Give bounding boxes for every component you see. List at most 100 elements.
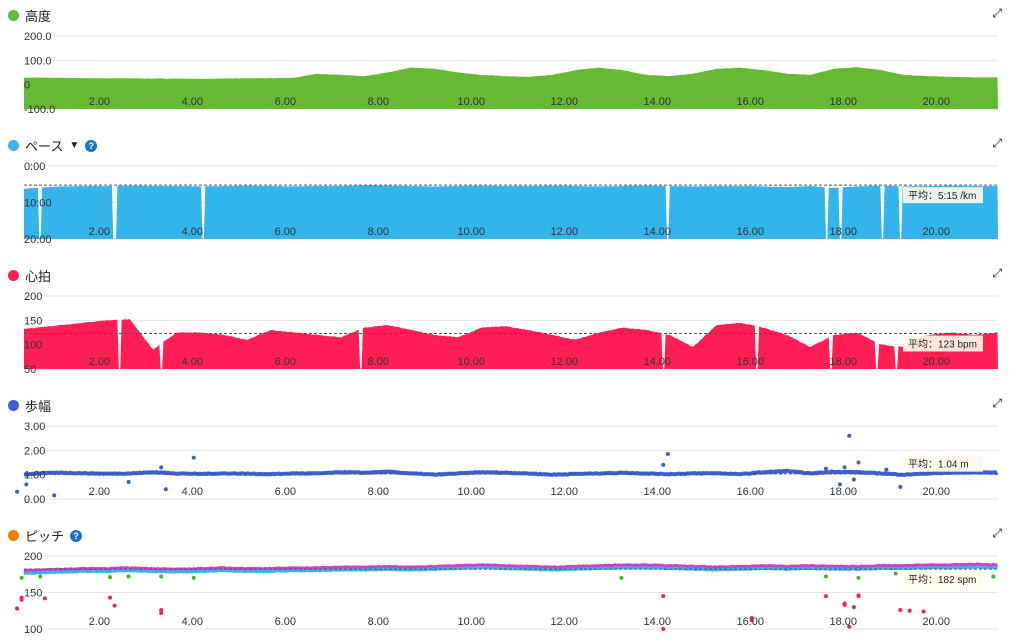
x-tick-label: 18.00 (829, 616, 857, 628)
y-tick-label: 2.00 (24, 445, 45, 457)
average-label: 平均：1.04 m (908, 459, 969, 471)
data-point (884, 467, 889, 472)
data-point-green (191, 575, 196, 580)
x-tick-label: 14.00 (643, 616, 671, 628)
data-point (851, 477, 856, 482)
y-tick-label: 200 (24, 551, 42, 563)
data-point-red (661, 594, 666, 599)
data-point-red (851, 605, 856, 610)
x-tick-label: 2.00 (89, 616, 110, 628)
data-point-green (159, 574, 164, 579)
x-tick-label: 12.00 (551, 96, 579, 108)
data-point (823, 466, 828, 471)
x-tick-label: 6.00 (275, 356, 296, 368)
x-tick-label: 16.00 (736, 226, 764, 238)
y-tick-label: 100 (24, 340, 42, 352)
data-point-green (856, 575, 861, 580)
legend-dot-icon (8, 140, 19, 151)
chart-panel-cadence: ピッチ? ⤢ 200 150 100 2.00 4.00 6.00 8.00 10.00 12.00… (0, 520, 1024, 644)
x-tick-label: 18.00 (829, 226, 857, 238)
x-tick-label: 20.00 (922, 226, 950, 238)
x-tick-label: 8.00 (368, 96, 389, 108)
data-point (856, 460, 861, 465)
expand-icon[interactable]: ⤢ (992, 6, 1002, 20)
x-tick-label: 4.00 (182, 226, 203, 238)
x-tick-label: 6.00 (275, 616, 296, 628)
data-point (24, 482, 29, 487)
expand-icon[interactable]: ⤢ (992, 136, 1002, 150)
x-tick-label: 14.00 (643, 226, 671, 238)
chart-panel-stride: 歩幅 ⤢ 3.00 2.00 1.00 0.00 2.00 4.00 6.00 8.00 10.00… (0, 390, 1024, 514)
chart-panel-hr: 心拍 ⤢ 200 150 100 50 2.00 4.00 6.00 8.00 10.00 12.00… (0, 260, 1024, 384)
chart-title: 心拍 (8, 266, 51, 285)
data-point-red (15, 606, 20, 611)
data-point-green (991, 574, 996, 579)
data-point-red (921, 609, 926, 614)
data-point-red (159, 608, 164, 613)
x-tick-label: 18.00 (829, 356, 857, 368)
data-point (15, 489, 20, 494)
x-tick-label: 2.00 (89, 486, 110, 498)
y-tick-label: 0.00 (24, 494, 45, 506)
y-tick-label: 0:00 (24, 161, 45, 173)
data-point-red (847, 624, 852, 629)
expand-icon[interactable]: ⤢ (992, 396, 1002, 410)
data-point (842, 465, 847, 470)
chart-title: 歩幅 (8, 396, 51, 415)
x-tick-label: 6.00 (275, 226, 296, 238)
average-label-box (903, 335, 983, 352)
data-point-red (661, 627, 666, 631)
x-tick-label: 12.00 (551, 226, 579, 238)
y-tick-label: 150 (24, 588, 42, 600)
data-point-green (19, 575, 24, 580)
y-tick-label: 1.00 (24, 470, 45, 482)
x-tick-label: 2.00 (89, 356, 110, 368)
y-tick-label: 200 (24, 291, 42, 303)
expand-icon[interactable]: ⤢ (992, 526, 1002, 540)
x-tick-label: 12.00 (551, 486, 579, 498)
chart-plot-hr: 200 150 100 50 2.00 4.00 6.00 8.00 10.00 12.00 14.… (24, 291, 998, 376)
y-tick-label: 100.0 (24, 55, 52, 67)
dropdown-caret-icon[interactable]: ▼ (69, 140, 80, 151)
chart-plot-elev: 200.0 100.0 0 -100.0 2.00 4.00 6.00 8.00 10.00 12… (24, 31, 998, 116)
chart-title: 高度 (8, 6, 51, 25)
y-tick-label: 150 (24, 315, 42, 327)
series-area-pace (24, 185, 998, 239)
help-icon[interactable]: ? (70, 529, 83, 542)
data-point (159, 465, 164, 470)
x-tick-label: 4.00 (182, 616, 203, 628)
chart-title-label: ペース (25, 139, 64, 154)
chart-plot-stride: 3.00 2.00 1.00 0.00 2.00 4.00 6.00 8.00 10.00 12.… (15, 421, 999, 506)
x-tick-label: 8.00 (368, 356, 389, 368)
expand-icon[interactable]: ⤢ (992, 266, 1002, 280)
data-point (665, 451, 670, 456)
data-point-red (159, 610, 164, 615)
data-point (163, 487, 168, 492)
data-point-green (108, 575, 113, 580)
y-tick-label: -100.0 (24, 104, 55, 116)
x-tick-label: 16.00 (736, 96, 764, 108)
chart-plot-pace: 0:00 10:00 20:00 2.00 4.00 6.00 8.00 10.00 12.00… (24, 161, 998, 246)
x-tick-label: 2.00 (89, 96, 110, 108)
data-point-red (112, 603, 117, 608)
x-tick-label: 8.00 (368, 616, 389, 628)
average-label: 平均：182 spm (908, 574, 976, 586)
y-tick-label: 3.00 (24, 421, 45, 433)
x-tick-label: 12.00 (551, 616, 579, 628)
series-area-hr (24, 319, 998, 369)
x-tick-label: 16.00 (736, 486, 764, 498)
x-tick-label: 16.00 (736, 356, 764, 368)
data-point-red (42, 596, 47, 601)
average-label: 平均：5:15 /km (908, 190, 976, 202)
chart-plot-cadence: 200 150 100 2.00 4.00 6.00 8.00 10.00 12.00 14.00… (15, 551, 998, 636)
chart-title: ピッチ? (8, 526, 83, 545)
chart-title-label: 心拍 (25, 269, 52, 284)
data-point (126, 479, 131, 484)
x-tick-label: 20.00 (922, 486, 950, 498)
x-tick-label: 4.00 (182, 96, 203, 108)
help-icon[interactable]: ? (85, 139, 98, 152)
y-tick-label: 50 (24, 364, 36, 376)
data-point-red (19, 595, 24, 600)
data-point (898, 484, 903, 489)
x-tick-label: 10.00 (458, 96, 486, 108)
